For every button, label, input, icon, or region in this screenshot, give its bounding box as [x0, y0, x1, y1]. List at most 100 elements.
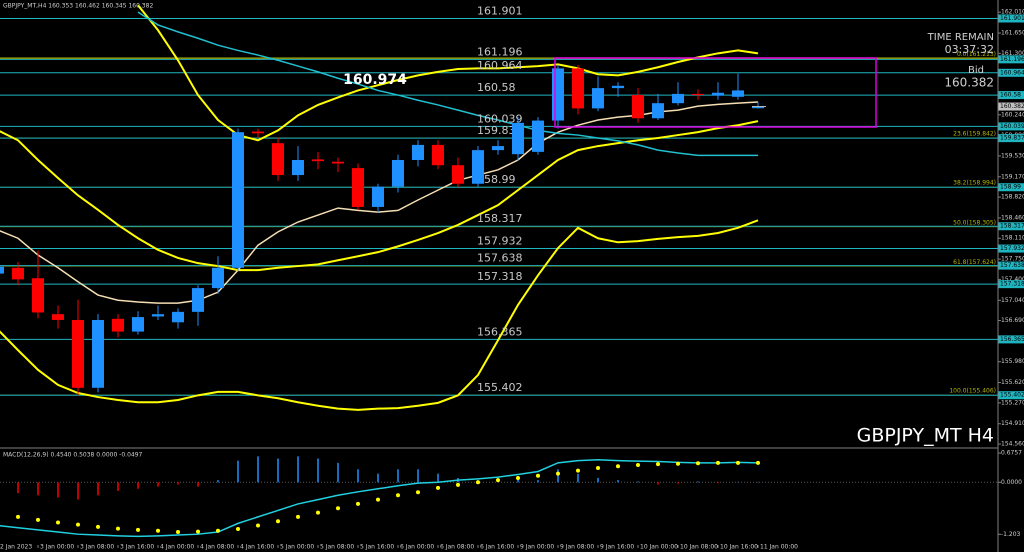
macd-signal-dot	[656, 462, 660, 467]
macd-signal-dot	[416, 490, 420, 495]
level-label: 155.402	[477, 381, 523, 394]
candle-body	[472, 150, 484, 184]
level-label: 161.196	[477, 45, 523, 58]
level-label: 157.318	[477, 270, 523, 283]
macd-signal-dot	[736, 460, 740, 465]
selection-rectangle	[554, 57, 877, 128]
candle-body	[232, 132, 244, 268]
macd-signal-dot	[276, 519, 280, 524]
bid-axis-box	[998, 102, 1024, 111]
x-tick-label: 6 Jan 00:00	[400, 544, 434, 551]
macd-signal-dot	[216, 528, 220, 533]
y-tick-label: 158.110	[1001, 235, 1024, 242]
macd-signal-dot	[676, 461, 680, 466]
y-tick-label: 158.460	[1001, 214, 1024, 221]
bid-value: 160.382	[944, 76, 994, 90]
bid-label: Bid	[968, 65, 984, 76]
x-tick-label: 3 Jan 16:00	[120, 544, 154, 551]
candle-body	[32, 278, 44, 313]
level-label: 160.964	[477, 59, 523, 72]
y-tick-label: 156.690	[1001, 317, 1024, 324]
candle-body	[52, 314, 64, 320]
macd-signal-dot	[16, 514, 20, 519]
candle-body	[332, 161, 344, 164]
level-axis-label: 158.317	[1000, 223, 1024, 230]
candle-body	[592, 88, 604, 109]
level-axis-box	[998, 122, 1024, 131]
candle-body	[372, 186, 384, 207]
indicator-line	[137, 11, 758, 157]
fib-label: 100.0(155.406)	[949, 387, 996, 394]
level-axis-box	[998, 134, 1024, 143]
x-tick-label: 6 Jan 08:00	[440, 544, 474, 551]
macd-signal-dot	[536, 473, 540, 478]
y-tick-label: 159.170	[1001, 173, 1024, 180]
candle-body	[92, 319, 104, 388]
y-tick-label: 157.400	[1001, 276, 1024, 283]
fib-label: 38.2(158.994)	[953, 179, 996, 186]
candle-body	[412, 144, 424, 160]
level-label: 160.58	[477, 81, 516, 94]
y-tick-label: 155.270	[1001, 399, 1024, 406]
macd-signal-dot	[116, 526, 120, 531]
y-tick-label: 154.910	[1001, 420, 1024, 427]
level-axis-box	[998, 391, 1024, 400]
candle-body	[432, 144, 444, 166]
x-tick-label: 6 Jan 16:00	[480, 544, 514, 551]
macd-signal-dot	[256, 523, 260, 528]
level-axis-box	[998, 335, 1024, 344]
indicator-line	[0, 120, 759, 272]
y-tick-label: 159.530	[1001, 152, 1024, 159]
level-label: 161.901	[477, 4, 523, 17]
y-tick-label: 162.010	[1001, 9, 1024, 16]
level-label: 159.837	[477, 124, 523, 137]
candle-body	[272, 143, 284, 176]
y-tick-label: 157.040	[1001, 297, 1024, 304]
level-label: 157.638	[477, 252, 523, 265]
level-axis-label: 161.901	[1000, 15, 1024, 22]
macd-y-tick-label: 0.0000	[1001, 479, 1022, 486]
candle-body	[72, 319, 84, 388]
macd-signal-dot	[716, 460, 720, 465]
macd-line	[0, 459, 759, 538]
x-tick-label: 9 Jan 00:00	[520, 544, 554, 551]
candle-body	[492, 146, 504, 151]
candle-body	[552, 68, 564, 121]
macd-signal-dot	[36, 517, 40, 522]
macd-signal-dot	[696, 461, 700, 466]
macd-signal-dot	[76, 522, 80, 527]
candle-body	[572, 68, 584, 109]
macd-signal-dot	[756, 460, 760, 465]
x-tick-label: 10 Jan 00:00	[640, 544, 678, 551]
candle-body	[252, 131, 264, 134]
level-axis-label: 159.837	[1000, 135, 1024, 142]
x-tick-label: 4 Jan 00:00	[160, 544, 194, 551]
macd-signal-dot	[396, 493, 400, 498]
level-axis-box	[998, 244, 1024, 253]
candle-body	[132, 317, 144, 332]
time-remain: 03:37:32	[945, 43, 994, 56]
macd-signal-dot	[436, 485, 440, 490]
level-axis-box	[998, 91, 1024, 100]
y-tick-label: 161.300	[1001, 50, 1024, 57]
candle-body	[192, 288, 204, 312]
candle-body	[732, 90, 744, 97]
candle-body	[672, 93, 684, 104]
candle-body	[512, 122, 524, 155]
x-tick-label: 9 Jan 08:00	[560, 544, 594, 551]
level-axis-label: 158.99	[1000, 184, 1021, 191]
candle-body	[612, 85, 624, 89]
macd-signal-dot	[196, 529, 200, 534]
candle-body	[212, 267, 224, 289]
macd-signal-dot	[96, 524, 100, 529]
candle-body	[112, 318, 124, 332]
fib-label: 50.0(158.305)	[953, 219, 996, 226]
level-label: 156.365	[477, 325, 523, 338]
candle-body	[352, 168, 364, 207]
fib-label: 23.6(159.842)	[953, 130, 996, 137]
x-tick-label: 3 Jan 08:00	[80, 544, 114, 551]
candle-body	[392, 159, 404, 187]
